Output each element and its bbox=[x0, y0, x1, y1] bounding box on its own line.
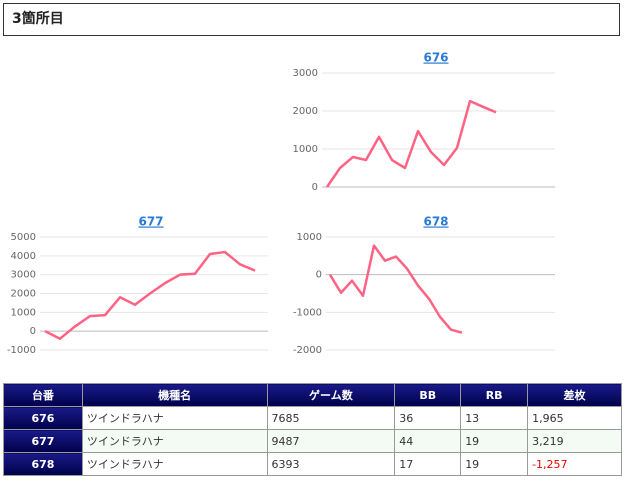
column-header: RB bbox=[460, 383, 529, 407]
table-cell: 44 bbox=[394, 429, 462, 453]
table-cell: ツインドラハナ bbox=[81, 429, 268, 453]
y-tick-label: 5000 bbox=[11, 232, 36, 243]
table-row: 678 ツインドラハナ 6393 17 19 -1,257 bbox=[3, 452, 622, 476]
table-body: 676 ツインドラハナ 7685 36 13 1,965 677 ツインドラハナ 9487 44 1… bbox=[3, 406, 622, 476]
y-tick-label: 1000 bbox=[11, 307, 36, 318]
y-tick-label: 3000 bbox=[11, 270, 36, 281]
table-cell: 9487 bbox=[266, 429, 396, 453]
data-line bbox=[44, 250, 256, 340]
y-tick-label: 2000 bbox=[293, 106, 318, 117]
column-header: 差枚 bbox=[527, 383, 622, 407]
y-tick-label: 2000 bbox=[11, 289, 36, 300]
y-tick-label: 1000 bbox=[293, 144, 318, 155]
y-tick-label: 0 bbox=[316, 270, 322, 281]
table-cell: 7685 bbox=[266, 406, 396, 430]
y-tick-label: 0 bbox=[30, 326, 36, 337]
table-cell: ツインドラハナ bbox=[81, 406, 268, 430]
machine-number: 677 bbox=[3, 429, 83, 453]
data-line bbox=[328, 244, 463, 334]
chart-title[interactable]: 676 bbox=[423, 51, 448, 65]
chart-title[interactable]: 677 bbox=[138, 215, 163, 229]
chart-title[interactable]: 678 bbox=[423, 215, 448, 229]
table-cell: -1,257 bbox=[527, 452, 622, 476]
header-row: 台番 機種名 ゲーム数 BB RB 差枚 bbox=[3, 383, 622, 407]
table-cell: 1,965 bbox=[527, 406, 622, 430]
machine-number: 676 bbox=[3, 406, 83, 430]
table-cell: 13 bbox=[460, 406, 529, 430]
y-tick-label: -1000 bbox=[293, 307, 322, 318]
y-tick-label: -1000 bbox=[7, 345, 36, 356]
y-tick-label: -2000 bbox=[293, 345, 322, 356]
table-cell: 17 bbox=[394, 452, 462, 476]
table-cell: 3,219 bbox=[527, 429, 622, 453]
table-cell: 36 bbox=[394, 406, 462, 430]
table-cell: 6393 bbox=[266, 452, 396, 476]
table-row: 677 ツインドラハナ 9487 44 19 3,219 bbox=[3, 429, 622, 453]
column-header: 機種名 bbox=[81, 383, 268, 407]
machine-number: 678 bbox=[3, 452, 83, 476]
y-tick-label: 0 bbox=[312, 182, 318, 193]
table-cell: 19 bbox=[460, 429, 529, 453]
data-table: 台番 機種名 ゲーム数 BB RB 差枚 676 ツインドラハナ 7685 36 13 1,965 6… bbox=[3, 383, 622, 476]
column-header: BB bbox=[394, 383, 462, 407]
table-cell: 19 bbox=[460, 452, 529, 476]
table-row: 676 ツインドラハナ 7685 36 13 1,965 bbox=[3, 406, 622, 430]
column-header: ゲーム数 bbox=[266, 383, 396, 407]
charts: 676 0 1000 2000 3000 677 -1000 0 1000 2000 3000 400… bbox=[7, 51, 555, 356]
y-tick-label: 4000 bbox=[11, 251, 36, 262]
y-tick-label: 1000 bbox=[297, 232, 322, 243]
data-line bbox=[325, 99, 497, 188]
table-cell: ツインドラハナ bbox=[81, 452, 268, 476]
column-header: 台番 bbox=[3, 383, 83, 407]
section-title: 3箇所目 bbox=[3, 3, 620, 36]
y-tick-label: 3000 bbox=[293, 68, 318, 79]
